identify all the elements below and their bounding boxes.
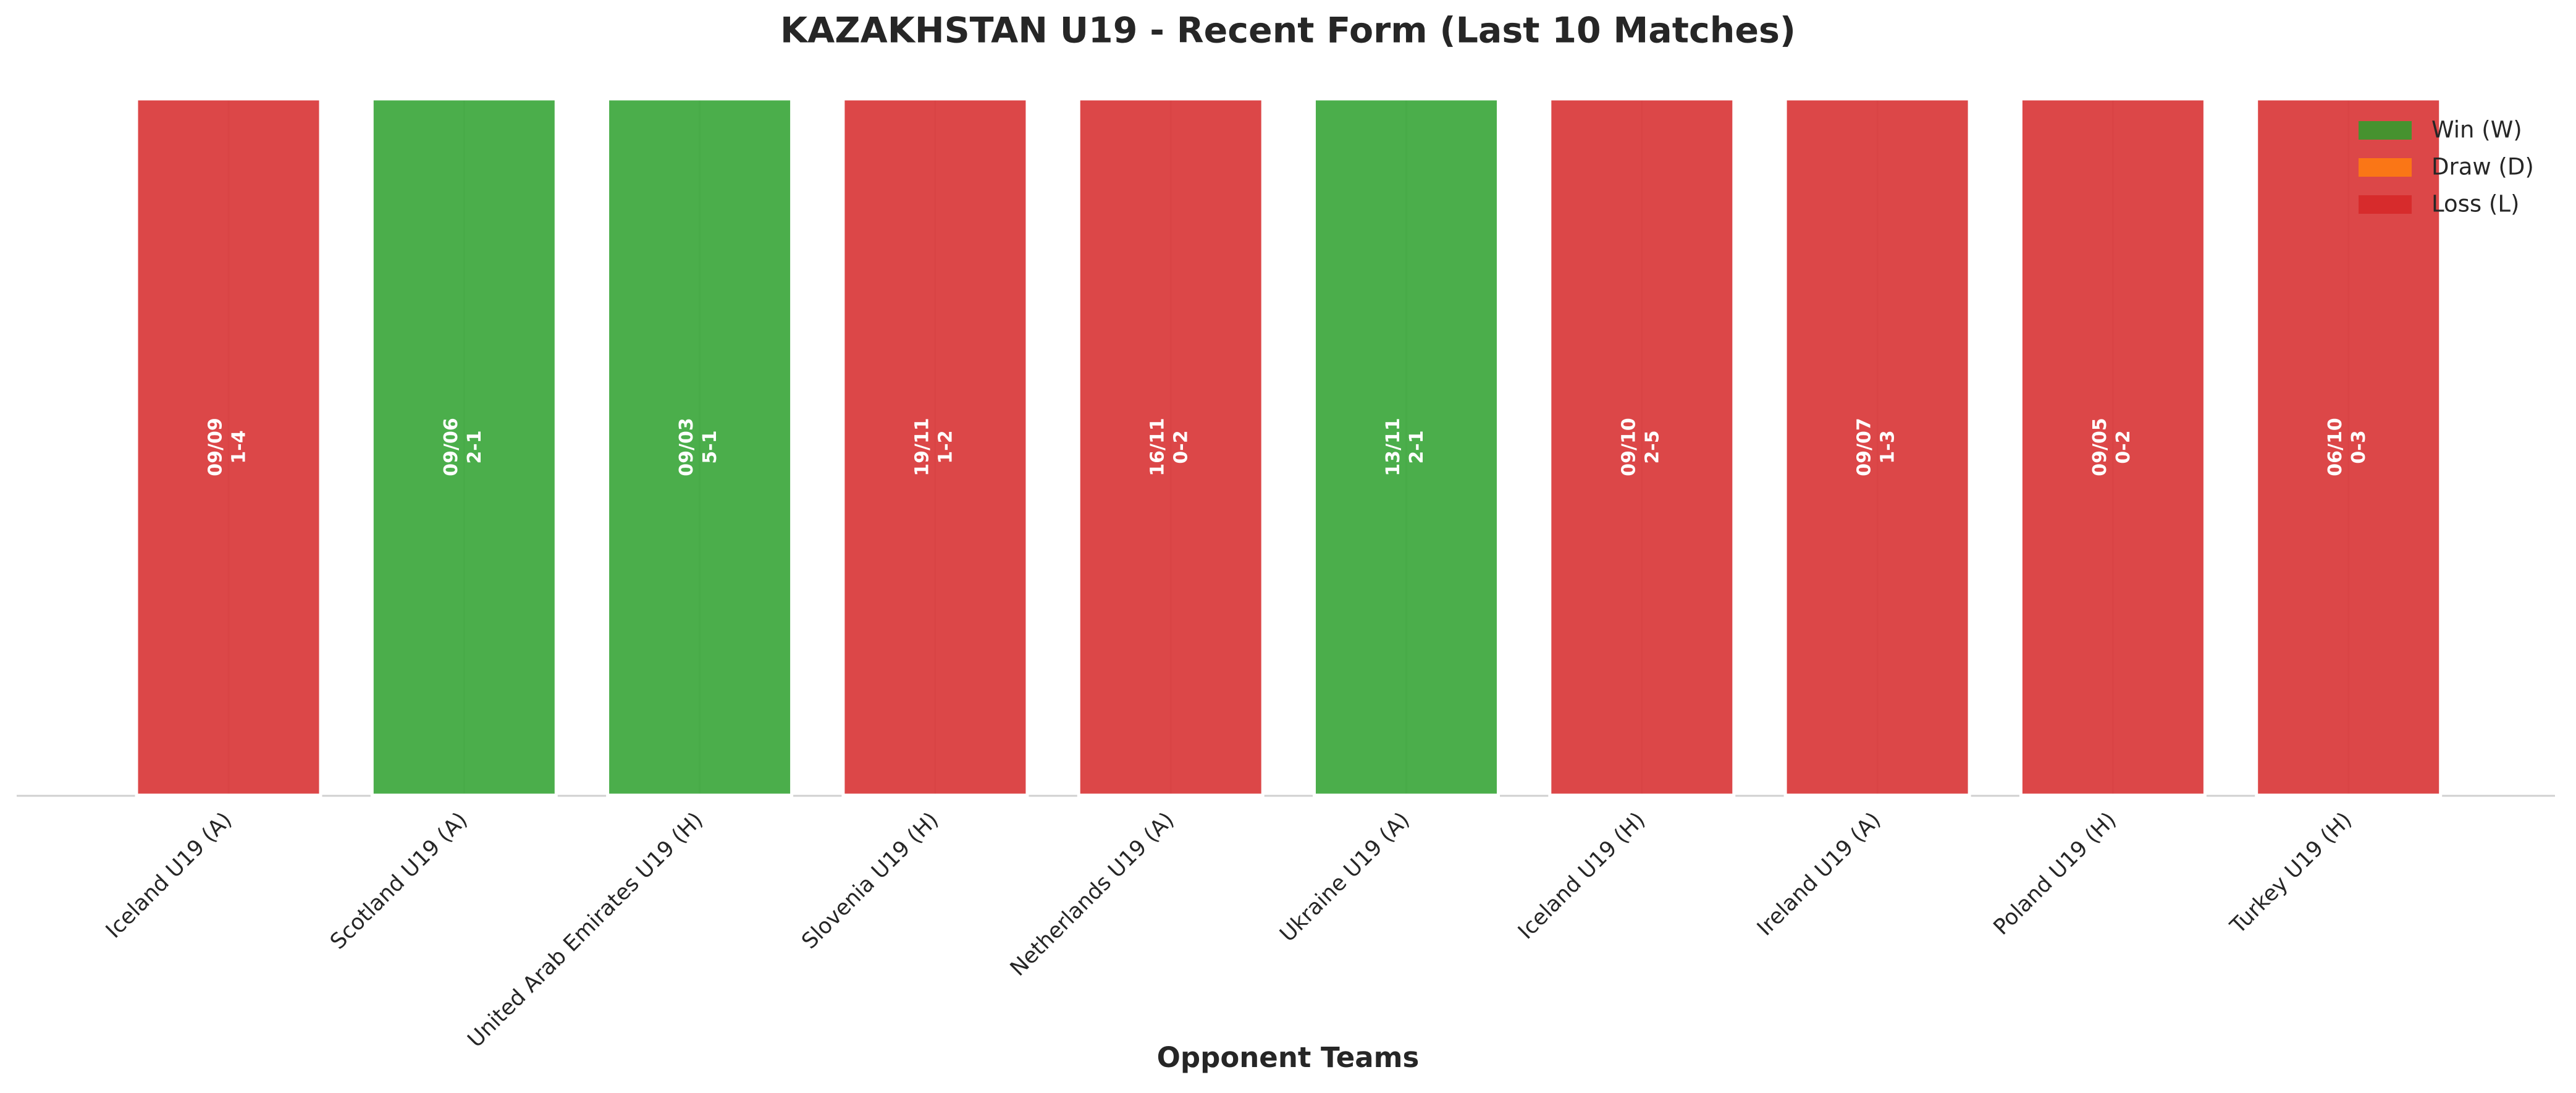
x-tick-label: Netherlands U19 (A) — [1006, 808, 1179, 981]
legend-label: Win (W) — [2431, 117, 2522, 143]
bar-score-label: 2-1 — [464, 430, 486, 463]
legend-swatch — [2359, 121, 2412, 140]
x-tick-label: Poland U19 (H) — [1989, 808, 2121, 940]
bar-score-label: 1-3 — [1877, 430, 1899, 463]
bar-score-label: 2-1 — [1406, 430, 1428, 463]
bar — [2255, 97, 2443, 797]
bar — [841, 97, 1029, 797]
bar-score-label: 0-3 — [2348, 430, 2370, 463]
bar — [370, 97, 558, 797]
chart-title: KAZAKHSTAN U19 - Recent Form (Last 10 Ma… — [780, 11, 1796, 51]
bar-score-label: 5-1 — [699, 430, 721, 463]
bar — [1783, 97, 1971, 797]
bar-date-label: 09/10 — [1618, 418, 1639, 476]
x-axis-label: Opponent Teams — [1157, 1041, 1420, 1074]
bar-date-label: 09/09 — [205, 418, 227, 476]
bar-score-label: 0-2 — [1171, 430, 1192, 463]
x-tick-label: Iceland U19 (H) — [1513, 808, 1650, 944]
legend-label: Loss (L) — [2431, 191, 2519, 217]
bar-date-label: 09/05 — [2089, 418, 2111, 476]
bar — [606, 97, 794, 797]
bar — [2019, 97, 2207, 797]
bars — [135, 97, 2443, 797]
bar-date-label: 19/11 — [911, 418, 933, 476]
bar-date-label: 09/03 — [676, 418, 697, 476]
legend-swatch — [2359, 195, 2412, 214]
bar-date-label: 09/07 — [1854, 418, 1875, 476]
bar-date-label: 09/06 — [440, 418, 462, 476]
x-tick-label: Slovenia U19 (H) — [797, 808, 943, 954]
bar-score-label: 1-2 — [935, 430, 956, 463]
bar-score-label: 1-4 — [229, 430, 250, 463]
bar-score-label: 0-2 — [2113, 430, 2134, 463]
bar — [1313, 97, 1500, 797]
x-tick-label: United Arab Emirates U19 (H) — [463, 808, 708, 1052]
x-tick-label: Turkey U19 (H) — [2225, 808, 2357, 939]
x-tick-label: Iceland U19 (A) — [101, 808, 237, 943]
legend-swatch — [2359, 158, 2412, 177]
bar-score-label: 2-5 — [1641, 430, 1663, 463]
bar-date-label: 16/11 — [1147, 418, 1169, 476]
x-tick-label: Ukraine U19 (A) — [1275, 808, 1414, 947]
bar-date-label: 13/11 — [1383, 418, 1404, 476]
x-tick-label: Scotland U19 (A) — [326, 808, 472, 954]
x-tick-label: Ireland U19 (A) — [1753, 808, 1885, 940]
bar — [1077, 97, 1265, 797]
bar — [135, 97, 322, 797]
bar — [1548, 97, 1736, 797]
bar-date-label: 06/10 — [2325, 418, 2346, 476]
legend-label: Draw (D) — [2431, 154, 2534, 180]
